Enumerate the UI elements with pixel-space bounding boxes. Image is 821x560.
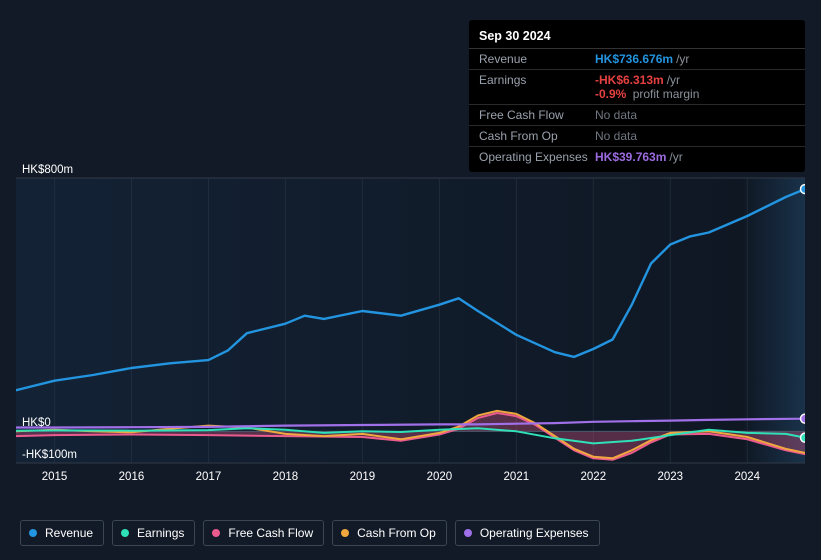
legend-dot-icon	[212, 529, 220, 537]
tooltip-metric-value: -HK$6.313m	[595, 73, 664, 87]
tooltip-row: RevenueHK$736.676m/yr	[469, 49, 805, 70]
tooltip-metric-unit: /yr	[667, 73, 680, 87]
legend-label: Free Cash Flow	[228, 526, 313, 540]
x-axis-label: 2016	[119, 471, 145, 483]
tooltip-metric-label: Free Cash Flow	[479, 108, 595, 122]
legend-label: Operating Expenses	[480, 526, 589, 540]
tooltip-date: Sep 30 2024	[469, 25, 805, 49]
chart-svg	[16, 160, 805, 480]
tooltip-row: Free Cash FlowNo data	[469, 105, 805, 126]
tooltip-extra-value: -0.9%	[595, 87, 626, 101]
tooltip-metric-label: Cash From Op	[479, 129, 595, 143]
legend-dot-icon	[464, 529, 472, 537]
legend-dot-icon	[29, 529, 37, 537]
y-axis-label: -HK$100m	[22, 449, 92, 461]
financials-chart: 2015 2016 2017 2018 2019 2020 2021 2022 2023 2024…	[16, 160, 805, 500]
x-axis-label: 2024	[734, 471, 760, 483]
y-axis-label: HK$800m	[22, 164, 92, 176]
x-axis-label: 2023	[657, 471, 683, 483]
tooltip-row: Cash From OpNo data	[469, 126, 805, 147]
legend-label: Earnings	[137, 526, 184, 540]
tooltip-metric-value: No data	[595, 108, 637, 122]
x-axis-label: 2018	[273, 471, 299, 483]
tooltip-metric-label: Earnings	[479, 73, 595, 101]
legend-item-earnings[interactable]: Earnings	[112, 520, 195, 546]
legend-label: Cash From Op	[357, 526, 436, 540]
legend-item-revenue[interactable]: Revenue	[20, 520, 104, 546]
x-axis-label: 2020	[427, 471, 453, 483]
legend-item-operating-expenses[interactable]: Operating Expenses	[455, 520, 600, 546]
legend-dot-icon	[121, 529, 129, 537]
x-axis-label: 2021	[504, 471, 530, 483]
x-axis-label: 2022	[581, 471, 607, 483]
x-axis-label: 2017	[196, 471, 222, 483]
legend-label: Revenue	[45, 526, 93, 540]
x-axis-label: 2019	[350, 471, 376, 483]
data-tooltip: Sep 30 2024 RevenueHK$736.676m/yrEarning…	[469, 20, 805, 172]
x-axis-label: 2015	[42, 471, 68, 483]
tooltip-extra-label: profit margin	[629, 87, 699, 101]
tooltip-metric-value: No data	[595, 129, 637, 143]
legend-item-cash-from-op[interactable]: Cash From Op	[332, 520, 447, 546]
y-axis-label: HK$0	[22, 417, 92, 429]
legend-item-free-cash-flow[interactable]: Free Cash Flow	[203, 520, 324, 546]
tooltip-row: Earnings-HK$6.313m/yr -0.9% profit margin	[469, 70, 805, 105]
tooltip-metric-label: Revenue	[479, 52, 595, 66]
tooltip-metric-value: HK$736.676m	[595, 52, 673, 66]
tooltip-metric-unit: /yr	[676, 52, 689, 66]
legend-dot-icon	[341, 529, 349, 537]
x-axis-labels: 2015 2016 2017 2018 2019 2020 2021 2022 2023 2024	[16, 467, 805, 483]
chart-legend: Revenue Earnings Free Cash Flow Cash From O…	[20, 520, 600, 546]
